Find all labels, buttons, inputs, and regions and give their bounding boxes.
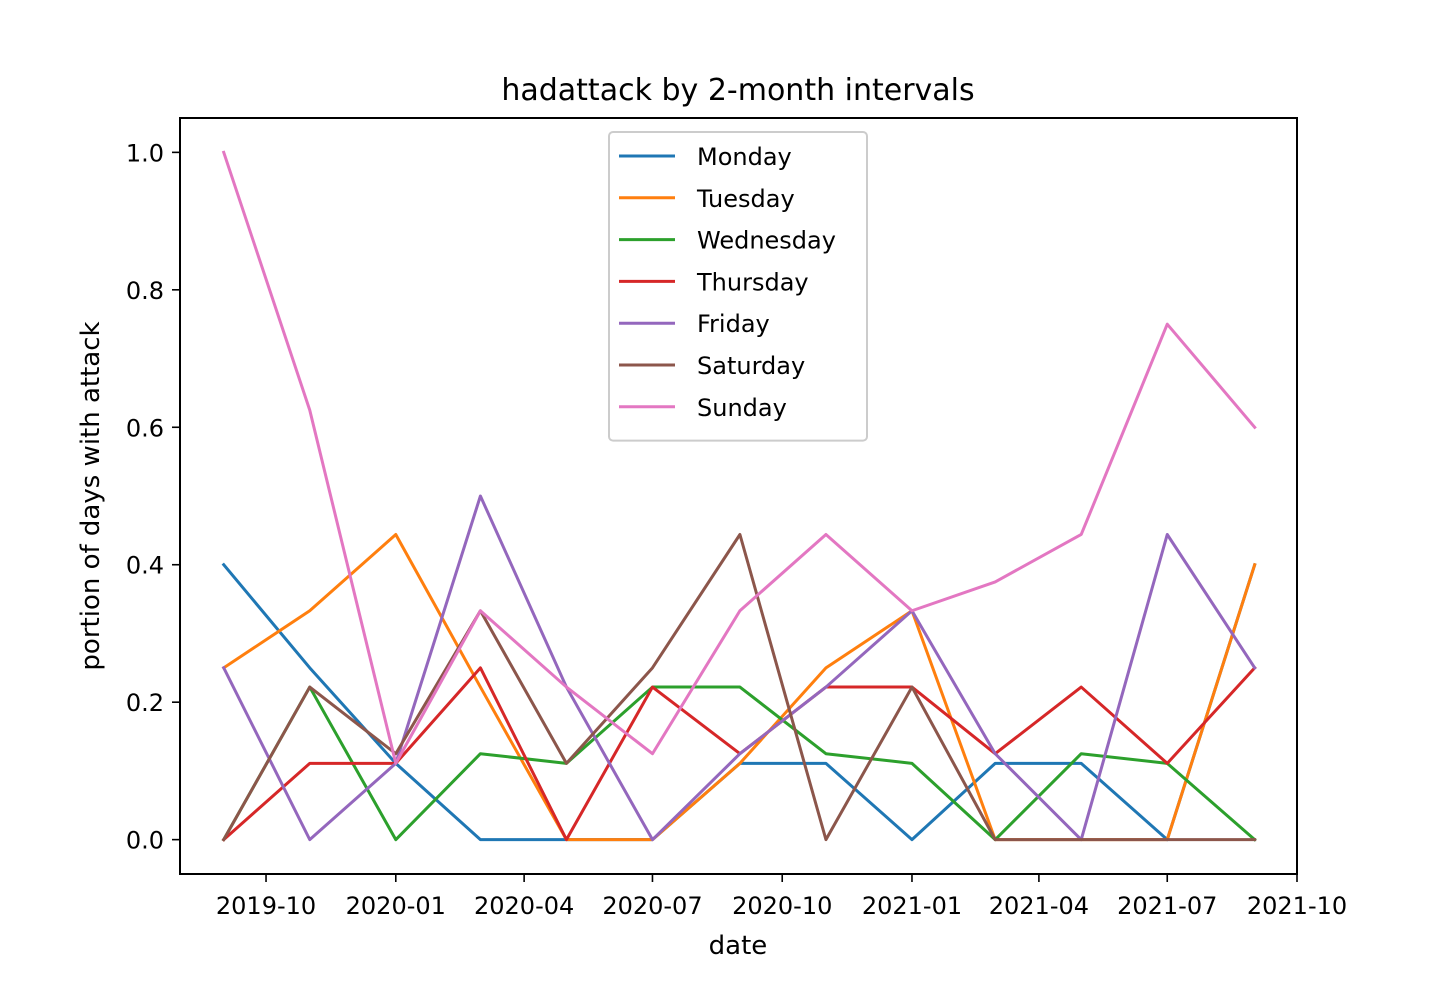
x-tick-label: 2020-01	[346, 892, 446, 920]
y-axis-label: portion of days with attack	[76, 321, 106, 670]
y-tick-label: 1.0	[126, 139, 164, 167]
plot-frame	[179, 117, 1298, 875]
series-line-sunday	[221, 150, 1257, 765]
legend-label: Saturday	[697, 352, 805, 380]
x-axis: 2019-10 2020-01 2020-04 2020-07 2020-10 2021-…	[216, 874, 1347, 920]
series-line-saturday	[221, 532, 1257, 842]
legend-label: Tuesday	[696, 185, 795, 213]
y-axis: 0.0 0.2 0.4 0.6 0.8 1.0	[126, 139, 180, 855]
y-tick-label: 0.6	[126, 414, 164, 442]
legend-frame	[608, 131, 868, 442]
x-tick-label: 2020-07	[602, 892, 702, 920]
legend-label: Thursday	[696, 268, 809, 296]
x-tick-label: 2021-07	[1117, 892, 1217, 920]
x-tick-label: 2021-01	[862, 892, 962, 920]
legend-label: Monday	[697, 143, 792, 171]
x-tick-label: 2021-10	[1247, 892, 1347, 920]
y-tick-label: 0.8	[126, 277, 164, 305]
x-tick-label: 2019-10	[216, 892, 316, 920]
x-axis-label: date	[709, 931, 768, 961]
x-tick-label: 2020-04	[474, 892, 574, 920]
y-tick-label: 0.2	[126, 689, 164, 717]
chart-title: hadattack by 2-month intervals	[501, 73, 974, 108]
legend-label: Wednesday	[697, 227, 836, 255]
y-tick-label: 0.0	[126, 827, 164, 855]
series-line-wednesday	[221, 685, 1257, 842]
series-line-friday	[221, 494, 1257, 842]
legend: Monday Tuesday Wednesday Thursday Friday Satu…	[608, 131, 868, 442]
y-tick-label: 0.4	[126, 552, 164, 580]
legend-label: Friday	[697, 310, 770, 338]
x-tick-label: 2020-10	[732, 892, 832, 920]
x-tick-label: 2021-04	[989, 892, 1089, 920]
series-layer	[221, 150, 1257, 842]
legend-label: Sunday	[697, 394, 787, 422]
